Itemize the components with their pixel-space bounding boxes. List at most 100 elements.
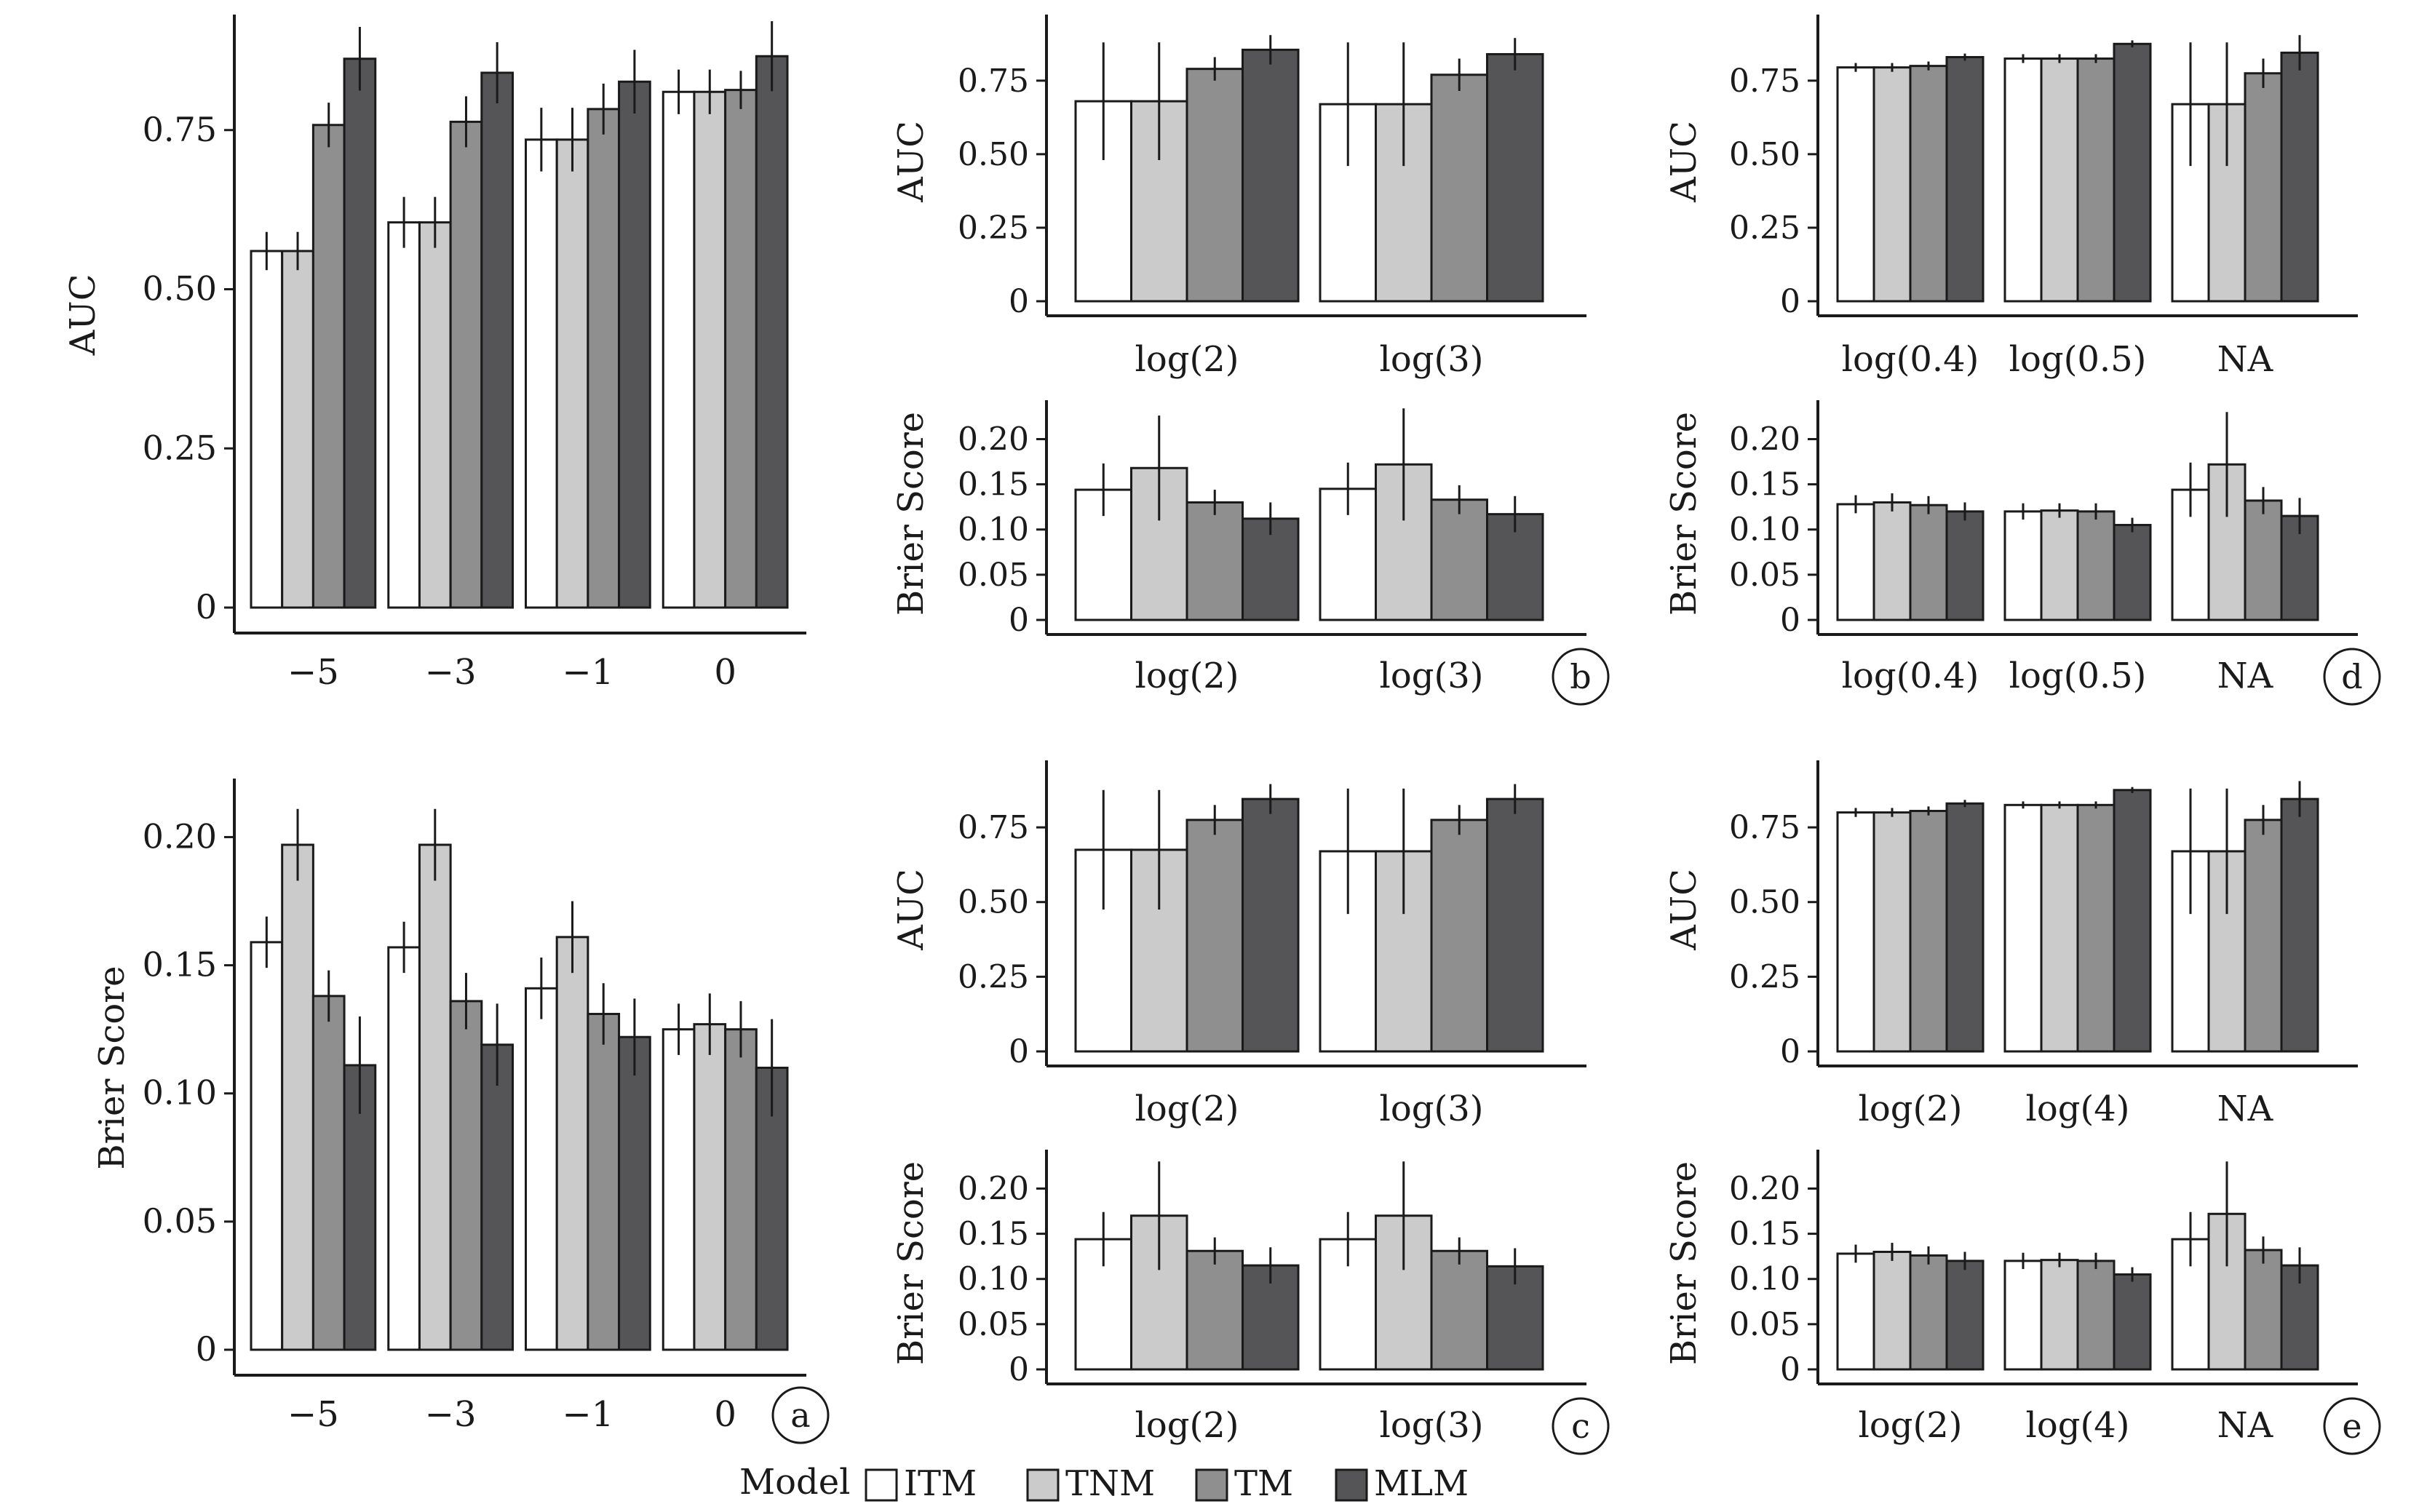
bar-tnm [1872,1250,1912,1371]
bar-tm [1430,1249,1488,1371]
y-tick-label: 0.20 [1729,1170,1800,1207]
panel-label-circle [2323,648,2381,706]
bar-mlm [1486,797,1544,1053]
bar-itm [1836,66,1875,303]
y-tick-label: 0.25 [958,210,1029,247]
panel-label: d [2341,657,2362,696]
y-tick-label: 0 [196,587,217,626]
bar-mlm [1242,797,1300,1053]
bar-mlm [1242,48,1300,303]
panel-label: a [790,1396,810,1435]
bar-itm [1836,811,1875,1053]
x-tick-label: NA [2217,339,2274,380]
y-tick-label: 0.05 [958,1306,1029,1343]
bar-tm [2244,1249,2283,1371]
panel-label: e [2342,1406,2361,1446]
y-tick-label: 0.20 [958,421,1029,458]
y-tick-label: 0.20 [1729,421,1800,458]
bar-tm [724,89,758,609]
x-tick-label: log(4) [2026,1405,2130,1446]
legend-label-itm: ITM [904,1463,977,1504]
bar-tnm [2040,57,2079,303]
x-tick-label: −5 [287,1394,339,1435]
bar-tnm [693,90,727,609]
legend-swatch-tnm [1026,1468,1060,1502]
y-tick-label: 0.20 [143,816,217,856]
bar-tnm [1872,811,1912,1053]
y-tick-label: 0.05 [958,557,1029,594]
y-tick-label: 0.50 [143,269,217,309]
y-tick-label: 0.75 [143,110,217,149]
bar-tnm [555,936,589,1351]
bar-itm [250,941,284,1351]
panel-label-circle [771,1386,830,1444]
bar-tm [2244,499,2283,621]
bar-tm [1909,1254,1948,1371]
legend-swatch-tm [1195,1468,1228,1502]
panel-c-bottom: 0 0.05 0.10 0.15 0.20 Brier Score log(2) log(3)… [891,1150,1610,1455]
bar-tnm [1872,501,1912,621]
panel-a-top: 0 0.25 0.50 0.75 AUC −5 −3 −1 0 [63,15,806,693]
legend-swatch-mlm [1335,1468,1368,1502]
y-tick-label: 0.10 [1729,1261,1800,1298]
bar-itm [387,946,421,1351]
bar-tm [2076,1260,2116,1371]
bar-mlm [618,1035,651,1351]
bar-mlm [618,80,651,609]
y-tick-label: 0 [1780,283,1800,320]
y-tick-label: 0 [196,1329,217,1369]
bar-mlm [2113,1273,2152,1371]
bar-tm [2076,803,2116,1053]
bar-tm [587,108,621,609]
x-tick-label: log(3) [1380,339,1484,380]
legend-label-tm: TM [1234,1463,1293,1504]
y-tick-label: 0 [1009,283,1029,320]
bar-mlm [480,71,514,609]
panel-label-circle [2323,1397,2381,1455]
x-tick-label: log(3) [1380,1089,1484,1129]
x-tick-label: −1 [562,652,613,693]
bar-mlm [2113,524,2152,621]
bar-mlm [2280,51,2319,303]
panel-label: b [1570,657,1591,696]
y-tick-label: 0.15 [1729,466,1800,504]
y-axis-label: Brier Score [92,966,132,1169]
bar-tnm [281,843,314,1351]
x-tick-label: −3 [425,652,477,693]
y-tick-label: 0.10 [958,512,1029,549]
x-tick-label: NA [2217,656,2274,696]
bar-mlm [1945,802,1985,1053]
bar-tm [1430,498,1488,621]
legend-title: Model [739,1462,851,1503]
y-tick-label: 0.25 [1729,958,1800,995]
y-tick-label: 0.75 [1729,63,1800,100]
bar-tm [2244,72,2283,303]
y-axis-label: Brier Score [1664,412,1704,616]
panel-label: c [1571,1406,1590,1446]
legend-label-mlm: MLM [1374,1463,1469,1504]
x-tick-label: −1 [562,1394,613,1435]
y-tick-label: 0.25 [958,958,1029,995]
y-tick-label: 0 [1780,1351,1800,1388]
bar-itm [2003,1260,2043,1371]
x-tick-label: log(2) [1135,656,1239,696]
y-tick-label: 0.15 [958,1216,1029,1253]
bar-tnm [693,1023,727,1351]
x-tick-label: −3 [425,1394,477,1435]
bar-tm [1909,504,1948,621]
y-tick-label: 0.75 [958,809,1029,846]
bar-tnm [555,138,589,609]
legend-swatch-itm [865,1468,898,1502]
bar-itm [2003,57,2043,303]
panel-label-circle [1552,648,1610,706]
bar-tm [449,120,483,609]
bar-tm [1185,1249,1244,1371]
bar-tm [1185,68,1244,303]
y-tick-label: 0.10 [1729,512,1800,549]
panel-d-top: 0 0.25 0.50 0.75 AUC log(0.4) log(0.5) NA [1664,15,2358,380]
y-axis-label: Brier Score [1664,1161,1704,1365]
y-axis-label: AUC [1664,869,1704,951]
x-tick-label: NA [2217,1089,2274,1129]
panel-b-top: 0 0.25 0.50 0.75 AUC log(2) log(3) [891,15,1586,380]
